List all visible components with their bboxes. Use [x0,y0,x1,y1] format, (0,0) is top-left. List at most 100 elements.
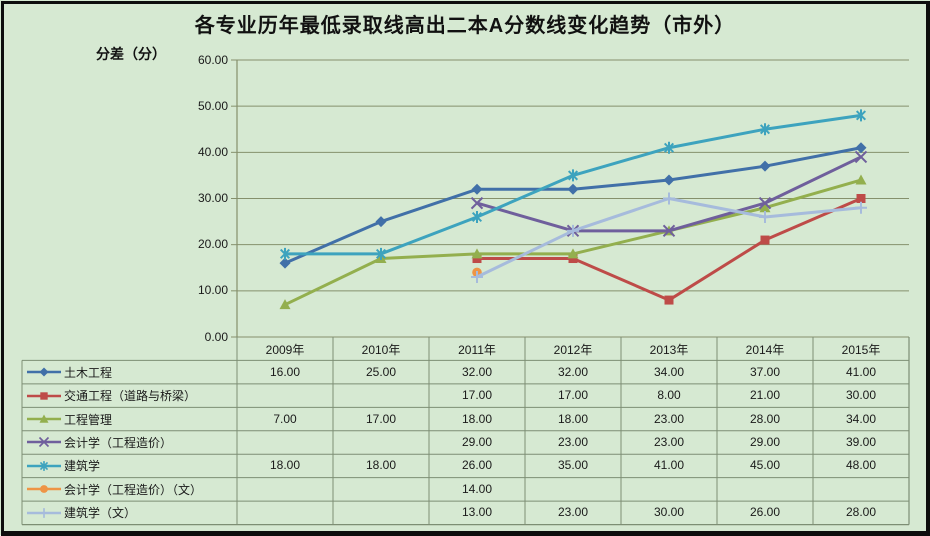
table-value-cell: 25.00 [365,364,397,379]
table-value-cell [237,435,333,450]
x-axis-category-label: 2013年 [649,343,689,357]
series-marker-plus [567,224,579,237]
legend-key-icon [27,507,61,518]
table-value-cell: 26.00 [461,458,493,473]
legend-series-name: 会计学（工程造价）（文） [26,478,233,501]
table-value-cell [333,482,429,497]
series-marker-asterisk [279,247,291,260]
table-value-cell: 30.00 [653,505,685,520]
series-marker-triangle [567,248,579,259]
series-marker-diamond [567,183,579,195]
series-marker-x [758,196,772,210]
table-value-cell: 14.00 [461,481,493,496]
series-marker-x [854,150,868,164]
legend-series-name: 建筑学 [26,454,233,477]
legend-series-name: 会计学（工程造价） [26,431,233,454]
legend-key-icon [27,437,61,448]
legend-key-icon [27,391,61,400]
series-marker-asterisk [471,210,483,223]
series-marker-plus [759,210,771,223]
y-tick-label: 50.00 [197,98,228,113]
table-value-cell: 18.00 [461,411,493,426]
x-axis-category-label: 2014年 [745,343,785,357]
series-name-label: 工程管理 [64,412,113,427]
series-marker-plus [471,270,483,283]
y-axis-title: 分差（分） [96,46,166,62]
table-value-cell: 26.00 [749,505,781,520]
table-value-cell: 18.00 [269,458,301,473]
table-value-cell [237,482,333,497]
series-name-label: 土木工程 [64,365,113,380]
table-value-cell: 13.00 [461,505,493,520]
table-value-cell [333,505,429,520]
legend-key-icon [27,414,61,423]
table-value-cell: 17.00 [461,388,493,403]
table-value-cell [813,482,909,497]
table-value-cell: 41.00 [845,364,877,379]
series-marker-square [760,235,770,245]
series-name-label: 交通工程（道路与桥梁） [64,389,197,404]
series-marker-x [662,224,676,238]
table-value-cell [333,388,429,403]
y-tick-label: 20.00 [197,237,228,252]
table-value-cell: 16.00 [269,364,301,379]
series-marker-asterisk [375,247,387,260]
y-tick-label: 40.00 [197,144,228,159]
legend-series-name: 交通工程（道路与桥梁） [26,384,233,407]
table-value-cell: 23.00 [557,435,589,449]
table-value-cell [333,435,429,450]
table-value-cell [717,482,813,497]
legend-key-icon [27,485,61,494]
series-marker-plus [39,507,49,518]
table-value-cell: 21.00 [749,388,781,403]
series-marker-triangle [279,299,291,310]
legend-series-name: 土木工程 [26,360,233,383]
series-marker-x [38,437,50,448]
y-tick-label: 0.00 [204,329,228,344]
table-value-cell: 28.00 [845,505,877,520]
series-marker-triangle [759,202,771,213]
table-value-cell: 45.00 [749,458,781,473]
x-axis-category-label: 2012年 [553,343,593,357]
table-value-cell: 34.00 [653,364,685,379]
table-value-cell: 18.00 [365,458,397,473]
series-marker-diamond [375,216,387,228]
table-value-cell: 41.00 [653,458,685,473]
series-marker-plus [855,201,867,214]
table-value-cell: 32.00 [461,364,493,379]
series-marker-asterisk [759,123,771,136]
table-value-cell: 18.00 [557,411,589,426]
table-value-cell: 8.00 [657,388,681,403]
legend-series-name: 建筑学（文） [26,501,233,524]
series-name-label: 会计学（工程造价） [64,435,173,450]
series-marker-diamond [279,257,291,269]
series-marker-asterisk [855,109,867,122]
x-axis-category-label: 2009年 [265,343,305,357]
table-value-cell [237,388,333,403]
series-name-label: 建筑学 [64,459,101,474]
legend-series-name: 工程管理 [26,407,233,430]
series-marker-x [470,196,484,210]
x-axis-category-label: 2011年 [458,343,496,357]
series-marker-plus [663,192,675,205]
table-value-cell: 7.00 [273,411,297,426]
table-value-cell: 30.00 [845,388,877,403]
table-value-cell [237,505,333,520]
table-value-cell: 39.00 [845,435,877,449]
series-marker-square [40,391,48,400]
x-axis-category-label: 2010年 [361,343,401,357]
table-value-cell [525,482,621,497]
legend-key-icon [27,461,61,471]
table-value-cell: 32.00 [557,364,589,379]
legend-key-icon [27,367,61,377]
series-name-label: 建筑学（文） [64,506,137,521]
series-marker-square [472,254,482,264]
series-marker-diamond [39,367,49,377]
table-value-cell: 23.00 [557,505,589,520]
table-value-cell: 23.00 [653,411,685,426]
table-value-cell: 29.00 [461,435,493,449]
table-value-cell: 28.00 [749,411,781,426]
x-axis-category-label: 2015年 [841,343,881,357]
